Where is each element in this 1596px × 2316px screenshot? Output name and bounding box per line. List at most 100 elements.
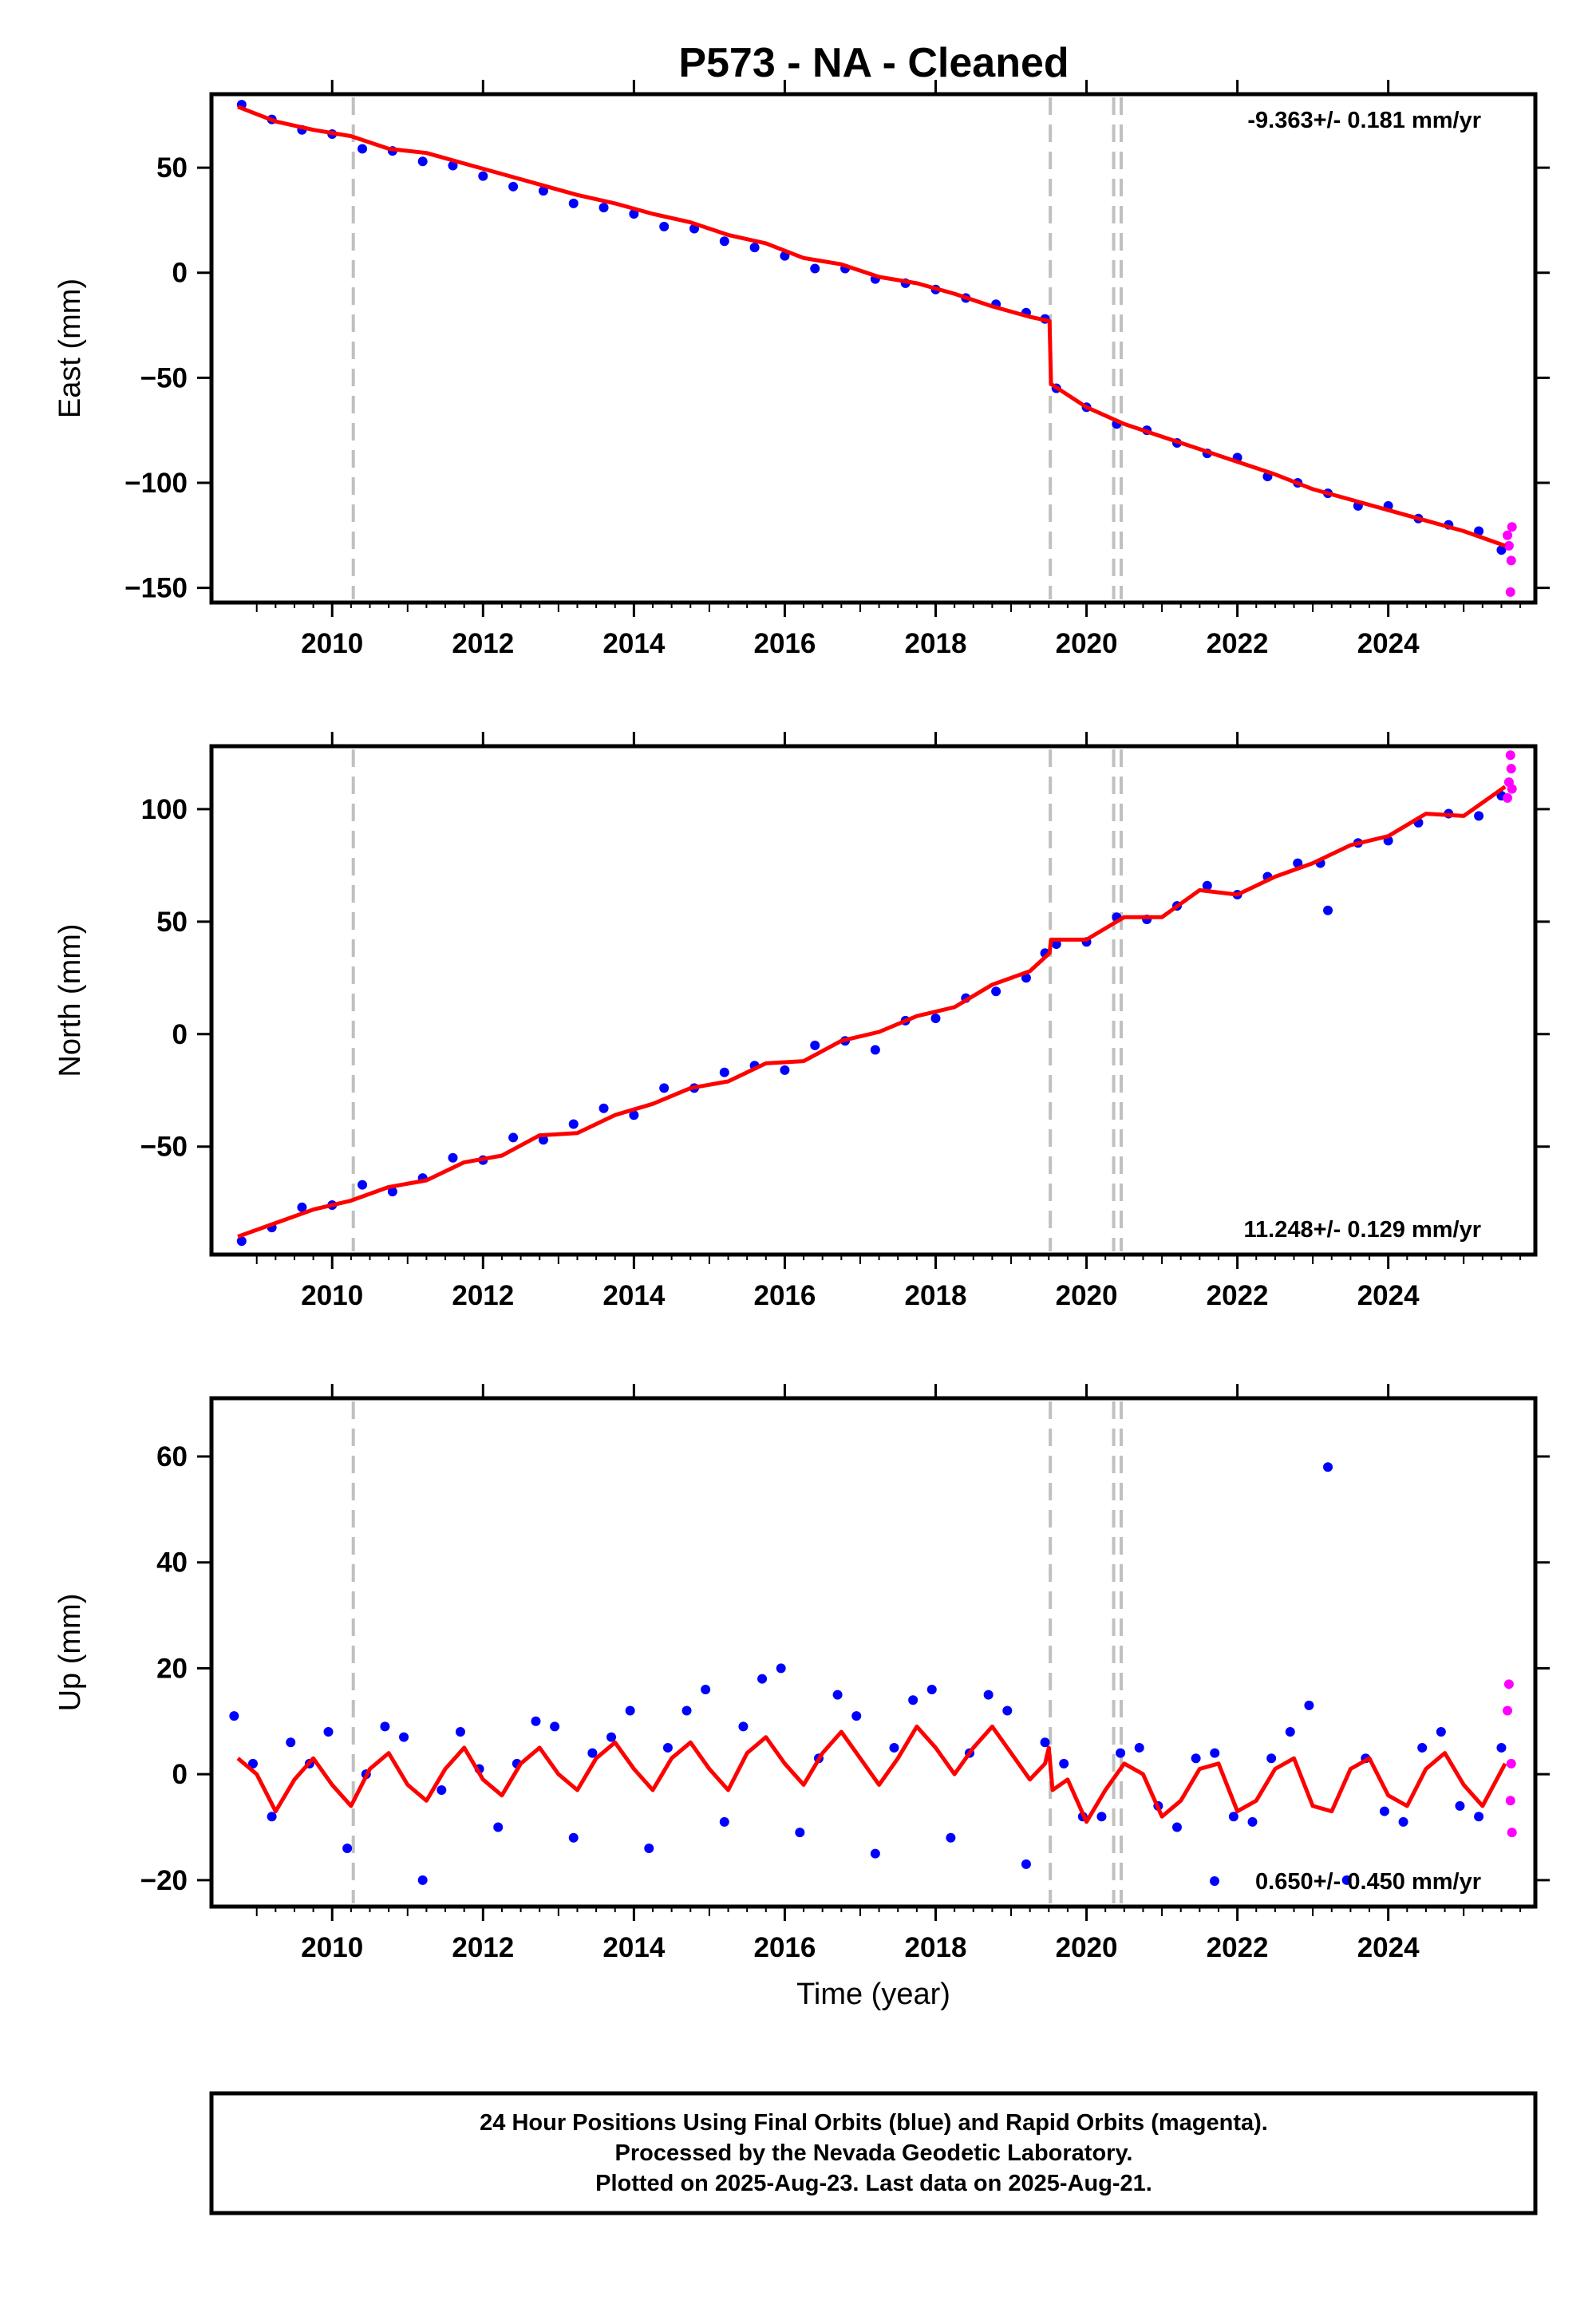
east-x-tick-label: 2024 [1357,628,1420,659]
up-x-tick-label: 2012 [452,1932,514,1963]
east-rapid-point [1503,530,1513,540]
north-rapid-points [1503,750,1517,803]
up-y-tick-label: −20 [140,1865,188,1896]
up-final-point [1171,1822,1182,1832]
up-x-tick-label: 2010 [301,1932,363,1963]
north-final-point [659,1083,670,1093]
up-final-point [1096,1812,1107,1822]
up-final-point [550,1721,560,1732]
up-final-point [380,1721,390,1732]
east-panel: 2010 2012 2014 2016 2018 2020 2022 2024 50 0 −50 −1… [53,80,1550,659]
up-rapid-point [1503,1705,1513,1716]
up-rapid-point [1503,1679,1514,1690]
east-final-point [598,203,609,213]
north-panel: 2010 2012 2014 2016 2018 2020 2022 2024 100 50 0 −5… [53,732,1550,1311]
up-rapid-points [1503,1679,1517,1838]
up-final-point [247,1758,258,1769]
east-final-point [810,263,820,274]
up-final-point [644,1844,654,1854]
north-final-point [358,1180,368,1190]
east-y-tick-label: −50 [140,362,188,393]
east-final-point [417,156,428,167]
north-y-tick-label: 0 [172,1019,188,1050]
north-final-point [508,1132,519,1143]
footer-line-2: Processed by the Nevada Geodetic Laborat… [615,2140,1133,2166]
east-rapid-points [1503,522,1517,597]
up-rate-label: 0.650+/- 0.450 mm/yr [1255,1869,1481,1895]
east-x-tick-label: 2020 [1056,628,1118,659]
up-final-point [1116,1748,1126,1758]
north-final-point [780,1065,790,1075]
north-final-point [930,1014,941,1024]
north-rapid-point [1505,750,1515,761]
up-rapid-point [1506,1758,1516,1769]
up-final-point [908,1695,918,1705]
up-final-point [1379,1806,1389,1816]
up-final-points [229,1462,1507,1885]
up-final-point [832,1690,843,1700]
up-x-tick-label: 2024 [1357,1932,1420,1963]
east-y-axis-label: East (mm) [53,279,87,418]
up-final-point [757,1674,768,1684]
east-x-tick-label: 2010 [301,628,363,659]
east-y-tick-label: 50 [156,152,188,184]
north-rate-label: 11.248+/- 0.129 mm/yr [1244,1217,1481,1243]
east-x-tick-label: 2014 [602,628,665,659]
footer-box: 24 Hour Positions Using Final Orbits (bl… [209,2091,1538,2215]
north-y-tick-label: 50 [156,907,188,938]
north-y-tick-label: −50 [140,1132,188,1163]
east-final-point [749,243,760,253]
east-rapid-point [1507,522,1517,532]
north-final-point [1202,880,1212,891]
north-final-point [1021,973,1031,983]
north-final-point [568,1119,579,1129]
north-x-tick-label: 2024 [1357,1280,1420,1311]
up-rate-legend-marker [1210,1876,1219,1886]
up-final-point [399,1732,409,1742]
up-x-tick-label: 2020 [1056,1932,1118,1963]
up-final-point [1021,1859,1031,1869]
up-final-point [870,1848,880,1859]
up-final-point [1134,1742,1144,1753]
up-final-point [286,1737,296,1748]
north-final-point [629,1110,639,1120]
up-final-point [1228,1812,1238,1822]
up-y-tick-label: 20 [156,1653,188,1684]
east-y-tick-label: −150 [124,573,188,604]
north-x-tick-label: 2020 [1056,1280,1118,1311]
east-final-point [568,198,579,208]
north-final-point [1474,811,1484,821]
north-x-tick-label: 2012 [452,1280,514,1311]
up-final-point [342,1844,353,1854]
up-final-point [1323,1462,1333,1472]
up-final-point [738,1721,749,1732]
up-final-point [455,1727,465,1737]
up-final-point [1002,1705,1013,1716]
up-final-point [719,1816,729,1827]
east-model-line [237,105,1507,548]
north-final-point [870,1045,880,1055]
north-x-tick-label: 2014 [602,1280,665,1311]
north-final-point [236,1236,247,1247]
up-final-point [1059,1758,1069,1769]
up-final-point [323,1727,334,1737]
north-final-point [448,1152,458,1163]
east-final-point [1496,545,1507,555]
up-final-point [776,1663,786,1674]
up-final-point [531,1716,541,1726]
east-final-point [448,160,458,171]
up-final-point [493,1822,504,1832]
north-rapid-point [1507,784,1517,794]
up-final-point [701,1684,711,1694]
up-final-point [926,1684,937,1694]
up-final-point [1266,1753,1277,1764]
up-final-point [1304,1700,1314,1710]
east-final-point [719,236,729,247]
up-x-axis-label: Time (year) [796,1978,950,2011]
up-x-tick-label: 2018 [905,1932,967,1963]
east-final-point [629,209,639,219]
north-final-point [1293,858,1303,868]
up-final-point [606,1732,617,1742]
up-final-point [851,1711,862,1721]
east-final-point [478,171,488,181]
